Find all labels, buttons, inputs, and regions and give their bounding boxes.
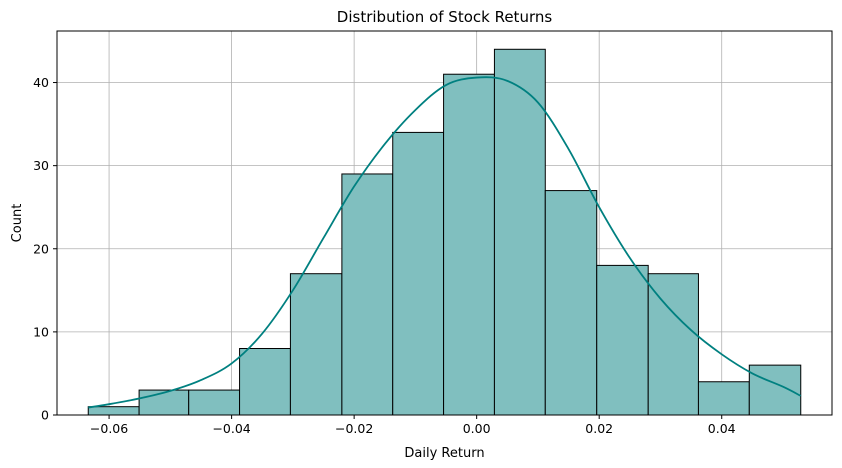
- histogram-bars: [87, 48, 802, 416]
- x-tick-label: 0.00: [463, 421, 491, 436]
- chart-title: Distribution of Stock Returns: [337, 8, 553, 26]
- x-axis-ticks: −0.06 −0.04 −0.02 0.00 0.02 0.04: [90, 415, 736, 436]
- x-tick-label: −0.04: [212, 421, 250, 436]
- histogram-bar: [544, 190, 598, 416]
- y-tick-label: 20: [33, 241, 49, 256]
- y-tick-label: 30: [33, 158, 49, 173]
- histogram-bar: [697, 381, 750, 416]
- histogram-bar: [392, 131, 445, 416]
- histogram-bar: [443, 73, 495, 416]
- histogram-bar: [289, 273, 343, 416]
- histogram-bar: [138, 389, 190, 416]
- histogram-bar: [239, 348, 291, 416]
- histogram-bar: [188, 389, 241, 416]
- x-tick-label: 0.04: [708, 421, 736, 436]
- x-tick-label: 0.02: [585, 421, 613, 436]
- histogram-bar: [647, 273, 699, 416]
- histogram-bar: [341, 173, 394, 416]
- y-axis-label: Count: [10, 204, 25, 243]
- histogram-bar: [596, 264, 649, 416]
- kde-curve-group: [88, 76, 802, 409]
- x-tick-label: −0.06: [90, 421, 128, 436]
- y-tick-label: 40: [33, 75, 49, 90]
- histogram-bar: [87, 406, 140, 416]
- y-axis-ticks: 0 10 20 30 40: [33, 75, 57, 423]
- kde-curve: [88, 76, 802, 409]
- x-tick-label: −0.02: [335, 421, 373, 436]
- histogram-bar: [748, 364, 802, 416]
- x-axis-label: Daily Return: [404, 446, 484, 461]
- plot-frame: [56, 30, 833, 416]
- histogram-bar: [493, 48, 546, 416]
- y-tick-label: 0: [41, 408, 49, 423]
- y-tick-label: 10: [33, 324, 49, 339]
